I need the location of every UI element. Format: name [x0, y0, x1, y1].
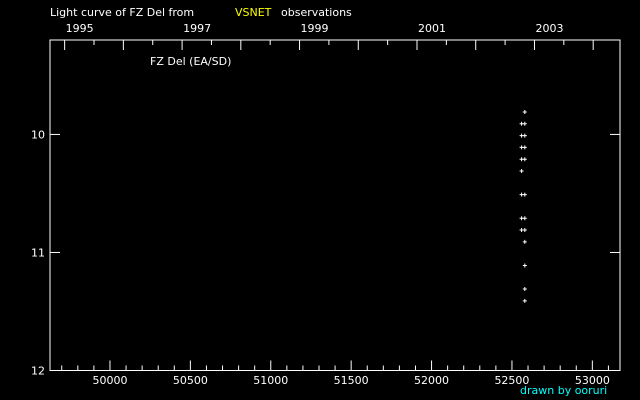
y-tick-label: 11 — [31, 246, 45, 259]
data-point — [522, 157, 527, 162]
year-label: 1999 — [301, 22, 329, 35]
chart-title: Light curve of FZ Del from VSNET observa… — [50, 6, 352, 19]
data-point — [522, 239, 527, 244]
x-tick-label: 50500 — [173, 374, 208, 387]
x-tick-label: 51500 — [334, 374, 369, 387]
data-point — [519, 169, 524, 174]
x-tick-label: 51000 — [253, 374, 288, 387]
data-point — [522, 287, 527, 292]
year-label: 1997 — [183, 22, 211, 35]
title-suffix: observations — [281, 6, 352, 19]
data-point — [522, 298, 527, 303]
x-tick-label: 52500 — [494, 374, 529, 387]
data-point — [522, 263, 527, 268]
year-label: 2001 — [418, 22, 446, 35]
x-tick-label: 53000 — [575, 374, 610, 387]
data-point — [522, 121, 527, 126]
credit-label: drawn by ooruri — [520, 384, 607, 397]
year-label: 1995 — [66, 22, 94, 35]
y-tick-label: 12 — [31, 365, 45, 378]
x-tick-label: 52000 — [414, 374, 449, 387]
y-tick-label: 10 — [31, 128, 45, 141]
data-point — [522, 145, 527, 150]
data-point — [522, 192, 527, 197]
data-point — [522, 133, 527, 138]
plot-frame — [49, 39, 621, 371]
title-prefix: Light curve of FZ Del from — [50, 6, 194, 19]
data-point — [522, 216, 527, 221]
data-point — [522, 110, 527, 115]
x-tick-label: 50000 — [92, 374, 127, 387]
data-point — [522, 228, 527, 233]
year-label: 2003 — [535, 22, 563, 35]
title-source: VSNET — [235, 6, 272, 19]
object-label: FZ Del (EA/SD) — [150, 55, 231, 68]
